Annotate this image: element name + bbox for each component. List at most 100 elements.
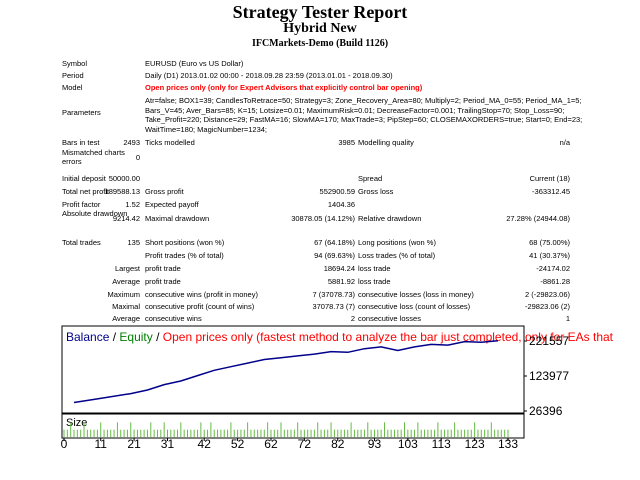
x-tick-label: 93 xyxy=(368,437,382,451)
stat-value: 37078.73 (7) xyxy=(312,302,355,311)
stat-label: Long positions (won %) xyxy=(358,238,436,247)
stat-value: -29823.06 (2) xyxy=(524,302,570,311)
server-name: IFCMarkets-Demo (Build 1126) xyxy=(251,38,389,49)
stat-value: 68 (75.00%) xyxy=(529,238,570,247)
x-tick-label: 82 xyxy=(331,437,345,451)
stat-value: 5881.92 xyxy=(327,277,355,286)
balance-line xyxy=(73,340,499,404)
info-value: EURUSD (Euro vs US Dollar) xyxy=(145,59,244,68)
stat-label: loss trade xyxy=(358,277,391,286)
x-tick-label: 62 xyxy=(264,437,278,451)
stat-label: consecutive wins xyxy=(145,314,202,323)
info-label: Period xyxy=(62,71,84,80)
param-line: Bars_V=45; Aver_Bars=85; K=15; Lotsize=0… xyxy=(145,105,565,115)
info-label: Model xyxy=(62,83,83,92)
stat-value: Average xyxy=(112,314,140,323)
stat-value: Maximum xyxy=(107,290,140,299)
legend-entry: Balance xyxy=(66,330,110,344)
x-tick-label: 103 xyxy=(398,437,418,451)
param-line: WaitTime=180; MagicNumber=1234; xyxy=(145,124,267,134)
x-tick-label: 52 xyxy=(231,437,245,451)
x-tick-label: 21 xyxy=(127,437,141,451)
report-subtitle: Hybrid New xyxy=(283,21,357,36)
legend-separator: / xyxy=(109,330,119,344)
stat-label: Total net profit xyxy=(62,187,110,196)
stat-value: -24174.02 xyxy=(536,264,570,273)
stat-label: consecutive wins (profit in money) xyxy=(145,290,258,299)
stat-value: 2493 xyxy=(123,138,140,147)
stat-value: 1 xyxy=(565,314,570,323)
stat-value: -8861.28 xyxy=(540,277,570,286)
legend-separator: / xyxy=(153,330,163,344)
report-title: Strategy Tester Report xyxy=(232,2,408,22)
stat-label: Total trades xyxy=(62,238,101,247)
stat-value: n/a xyxy=(559,138,570,147)
stat-value: 1.52 xyxy=(125,200,140,209)
stat-value: Current (18) xyxy=(529,174,570,183)
stat-label: Gross loss xyxy=(358,187,394,196)
info-value: Open prices only (only for Expert Adviso… xyxy=(145,83,423,92)
legend: Balance / Equity / Open prices only (fas… xyxy=(66,330,614,344)
stat-value: 94 (69.63%) xyxy=(314,251,355,260)
param-line: Atr=false; BOX1=39; CandlesToRetrace=50;… xyxy=(145,96,582,105)
stat-value: 2 xyxy=(350,314,355,323)
stat-label: profit trade xyxy=(145,264,181,273)
stat-label: Profit factor xyxy=(62,200,101,209)
y-tick-label: 123977 xyxy=(529,369,569,383)
stat-value: 67 (64.18%) xyxy=(314,238,355,247)
x-tick-label: 11 xyxy=(94,437,107,451)
x-tick-label: 31 xyxy=(161,437,175,451)
x-tick-label: 123 xyxy=(465,437,485,451)
stat-label: Initial deposit xyxy=(62,174,106,183)
legend-entry: Open prices only (fastest method to anal… xyxy=(163,330,614,344)
stat-value: 18694.24 xyxy=(323,264,355,273)
stat-label: Mismatched charts errors xyxy=(62,148,125,166)
stat-value: 552900.59 xyxy=(319,187,355,196)
stat-label: Bars in test xyxy=(62,138,100,147)
stat-value: 1404.36 xyxy=(327,200,355,209)
stat-label: consecutive losses (loss in money) xyxy=(358,290,474,299)
x-tick-label: 133 xyxy=(498,437,518,451)
stat-value: Maximal xyxy=(112,302,140,311)
stat-label: Ticks modelled xyxy=(145,138,195,147)
stat-value: 7 (37078.73) xyxy=(312,290,355,299)
stat-value: Largest xyxy=(114,264,140,273)
stat-label: Relative drawdown xyxy=(358,214,422,223)
stat-label: loss trade xyxy=(358,264,391,273)
main-panel xyxy=(61,325,525,414)
stat-label: Modelling quality xyxy=(358,138,414,147)
stat-value: 50000.00 xyxy=(108,174,140,183)
stat-label: profit trade xyxy=(145,277,181,286)
stat-value: Average xyxy=(112,277,140,286)
stat-value: 30878.05 (14.12%) xyxy=(291,214,355,223)
stat-label: Expected payoff xyxy=(145,200,199,209)
param-line: Take_Profit=220; Distance=29; FastMA=16;… xyxy=(145,115,583,124)
stat-label: Profit trades (% of total) xyxy=(145,251,224,260)
stat-label: consecutive profit (count of wins) xyxy=(145,302,255,311)
size-label: Size xyxy=(66,417,87,429)
stat-value: 0 xyxy=(135,153,140,162)
stat-value: 27.28% (24944.08) xyxy=(506,214,570,223)
x-tick-label: 113 xyxy=(432,437,451,451)
x-tick-label: 0 xyxy=(61,437,68,451)
stat-label: Short positions (won %) xyxy=(145,238,225,247)
stat-value: 9214.42 xyxy=(112,214,140,223)
y-tick-label: 221557 xyxy=(529,334,569,348)
stat-value: 189588.13 xyxy=(104,187,140,196)
info-label: Symbol xyxy=(62,59,88,68)
stat-label: consecutive loss (count of losses) xyxy=(358,302,471,311)
stat-label: Absolute drawdown xyxy=(62,209,128,218)
x-tick-label: 42 xyxy=(198,437,212,451)
legend-entry: Equity xyxy=(119,330,152,344)
info-value: Daily (D1) 2013.01.02 00:00 - 2018.09.28… xyxy=(145,71,393,80)
size-panel xyxy=(61,413,525,439)
stat-label: consecutive losses xyxy=(358,314,421,323)
y-tick-label: 26396 xyxy=(529,404,563,418)
stat-label: Gross profit xyxy=(145,187,184,196)
stat-value: 135 xyxy=(127,238,140,247)
stat-value: -363312.45 xyxy=(532,187,570,196)
stat-value: 3985 xyxy=(338,138,355,147)
stat-label: Spread xyxy=(358,174,383,183)
